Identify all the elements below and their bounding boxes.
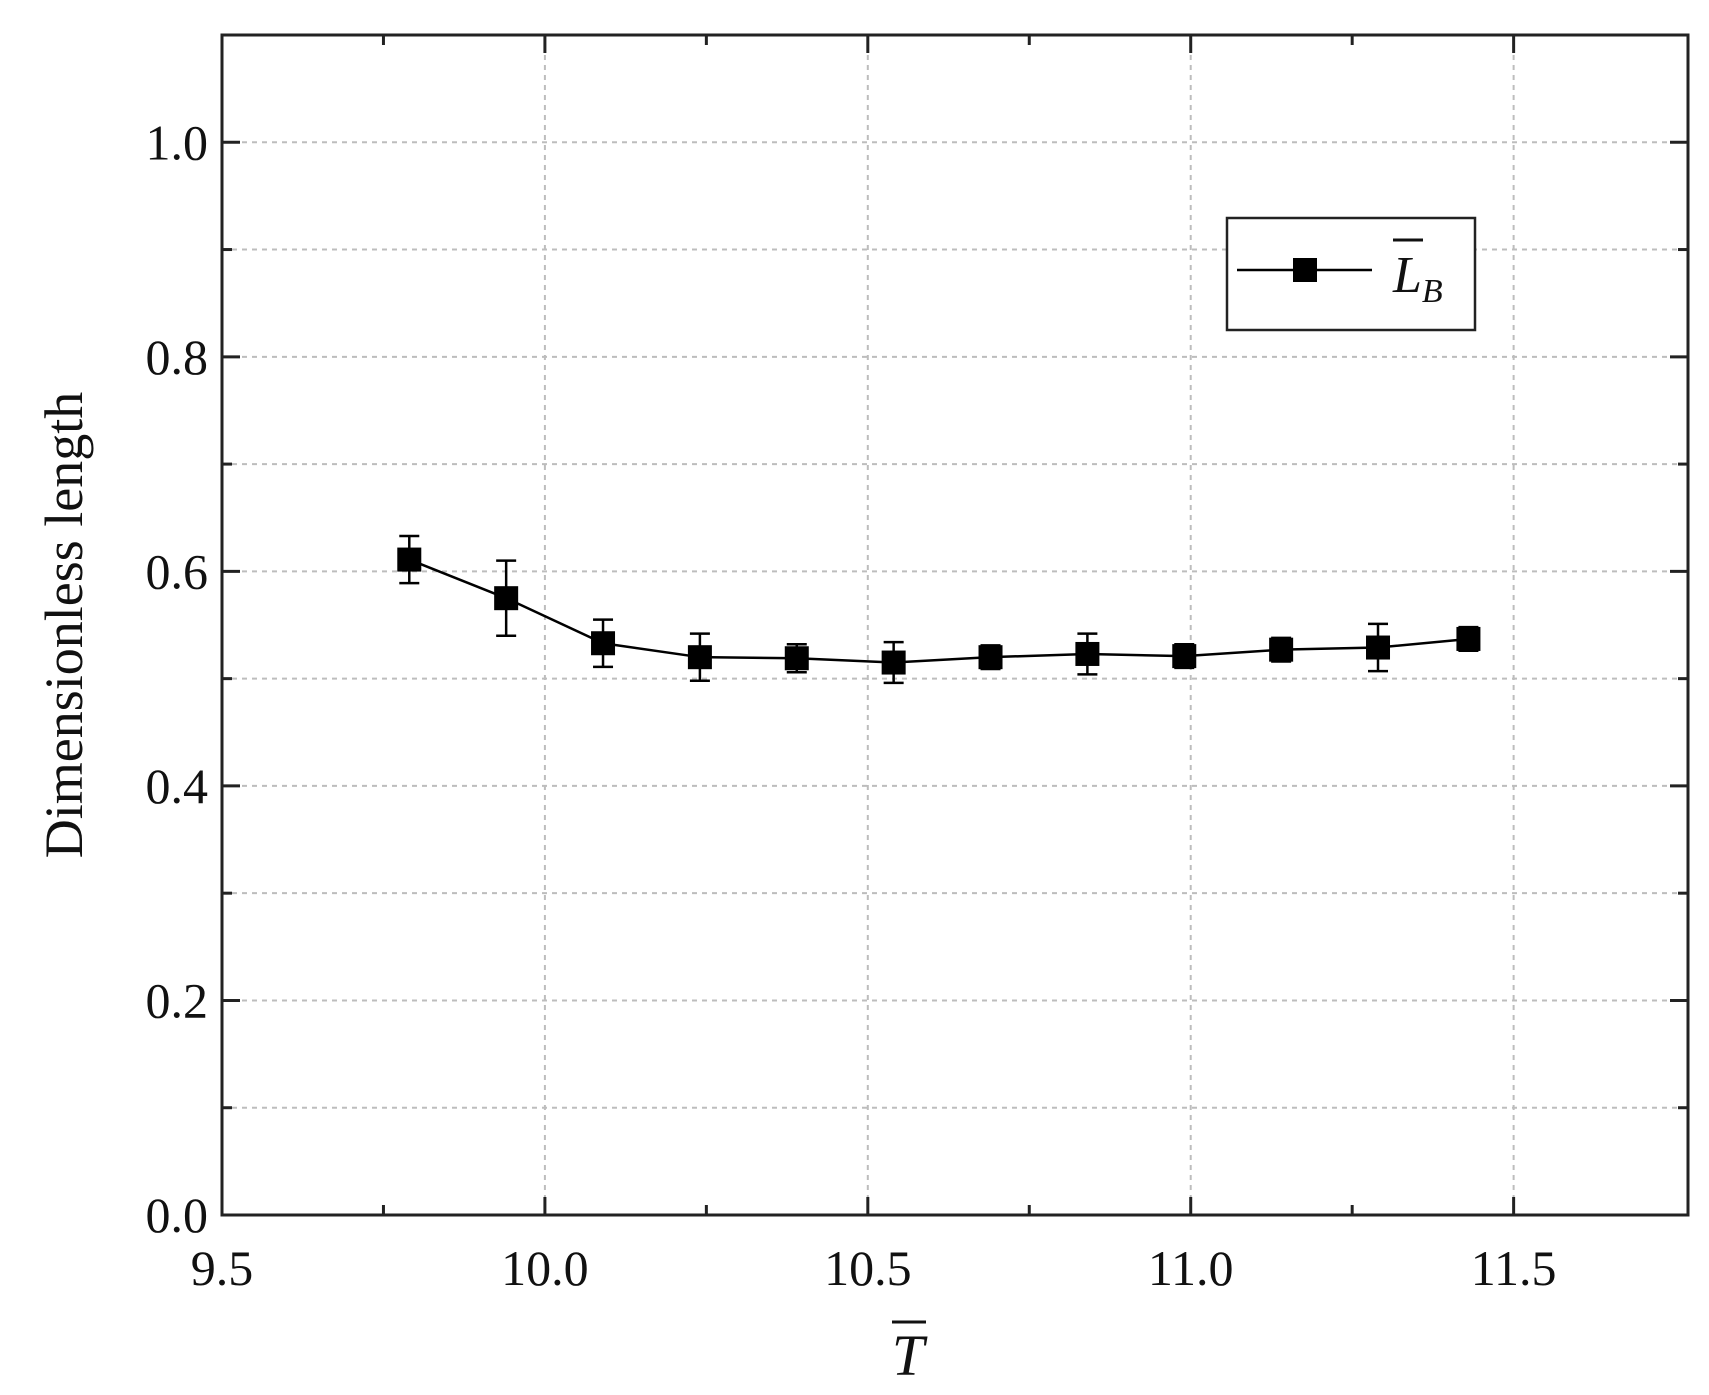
x-tick-label: 11.5 [1471,1240,1557,1296]
x-axis-label-text: T [892,1323,928,1388]
data-point-marker [1172,644,1197,669]
x-tick-label: 9.5 [191,1240,254,1296]
legend-box [1225,216,1477,332]
data-point-marker [687,645,712,670]
plot-frame [220,33,1690,1217]
y-tick-label: 0.2 [146,972,209,1028]
series-layer [397,534,1481,685]
data-point-marker [1269,637,1294,662]
tick-labels: 9.5 10.0 10.5 11.0 11.5 0.0 0.2 0.4 0.6 0.8 1.0 [146,114,1557,1296]
x-axis-label: T [892,1320,928,1388]
series-line [408,558,1469,664]
data-point-marker [784,646,809,671]
legend-series-subscript: B [1422,273,1443,310]
x-tick-label: 10.5 [824,1240,912,1296]
grid-lines [222,35,1688,1215]
y-tick-label: 0.0 [146,1187,209,1243]
x-tick-label: 10.0 [501,1240,589,1296]
data-point-marker [881,650,906,675]
data-point-marker [591,631,616,656]
y-tick-label: 0.4 [146,758,209,814]
data-point-marker [1456,626,1481,651]
data-point-marker [1366,635,1391,660]
legend-series-name: L [1392,247,1422,304]
legend-series-label: LB [1392,247,1443,310]
y-tick-label: 0.8 [146,329,209,385]
y-tick-label: 0.6 [146,543,209,599]
data-point-marker [494,586,519,611]
y-axis-label: Dimensionless length [34,392,94,858]
legend: LB [1225,216,1477,332]
data-point-marker [1075,641,1100,666]
data-point-marker [397,547,422,572]
data-point-marker [978,645,1003,670]
x-tick-label: 11.0 [1148,1240,1234,1296]
axis-ticks [220,35,1688,1217]
legend-marker-icon [1293,258,1317,282]
y-tick-label: 1.0 [146,114,209,170]
